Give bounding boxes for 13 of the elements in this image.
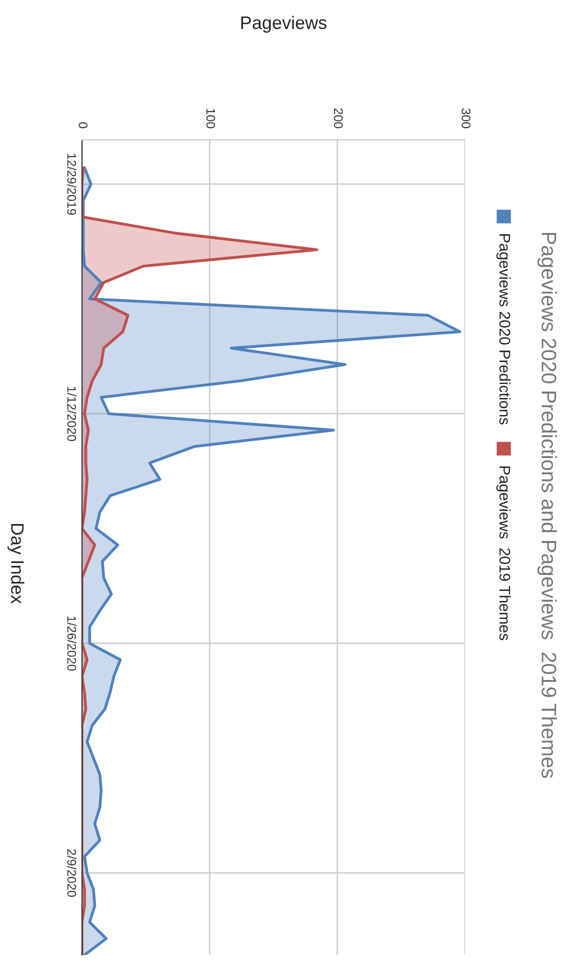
y-tick-label: 1/26/2020: [67, 616, 76, 671]
y-tick-label: 12/29/2019: [67, 154, 76, 215]
text: Pageviews 2020 Predictions and Pageviews 2019 Themes: [537, 232, 557, 778]
y-tick-label: 2/9/2020: [67, 849, 76, 897]
x-tick-label: 200: [334, 108, 343, 128]
x-axis-title: Pageviews: [241, 16, 327, 33]
x-tick-label: 0: [78, 122, 88, 128]
x-tick-label: 100: [206, 108, 216, 128]
y-axis-title: Day Index: [7, 524, 24, 604]
y-tick-label: 1/12/2020: [67, 386, 76, 442]
legend-label: Pageviews 2019 Themes: [496, 466, 511, 640]
legend-label: Pageviews 2020 Predictions: [496, 234, 511, 424]
x-tick-label: 300: [462, 108, 470, 128]
